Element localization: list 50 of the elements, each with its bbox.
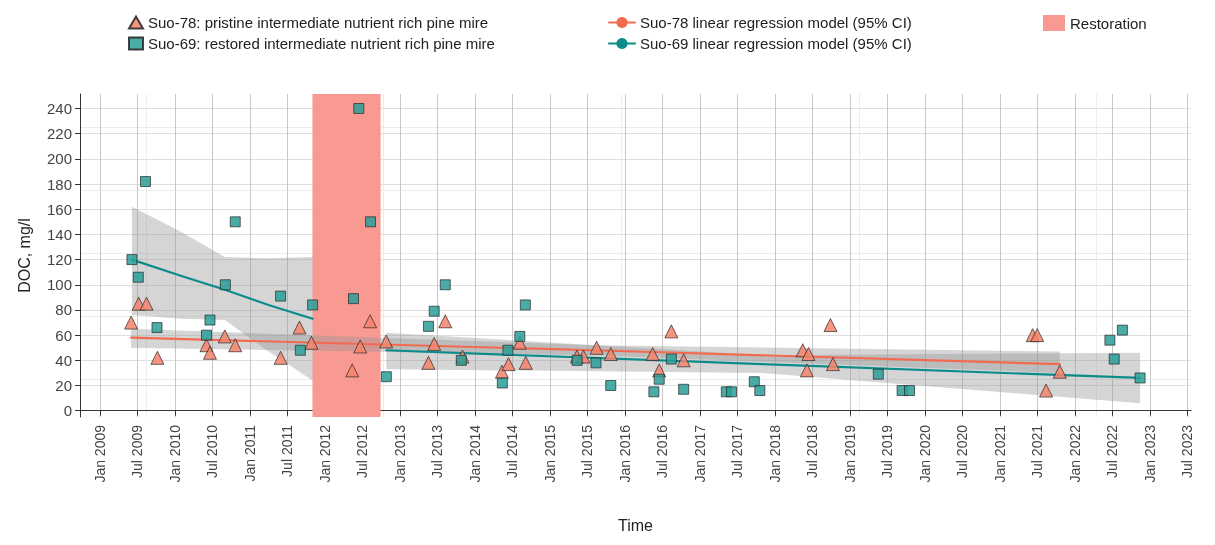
y-tick-label: 220 bbox=[46, 125, 72, 143]
x-tick-label: Jan 2010 bbox=[167, 424, 184, 483]
legend-label: Suo-78 linear regression model (95% CI) bbox=[640, 14, 912, 31]
x-tick-label: Jan 2014 bbox=[467, 424, 484, 483]
x-tick-label: Jan 2012 bbox=[316, 424, 333, 483]
x-tick-label: Jan 2018 bbox=[767, 424, 784, 483]
legend-label: Suo-78: pristine intermediate nutrient rich pine mire bbox=[148, 14, 489, 31]
y-tick-label: 180 bbox=[46, 175, 72, 193]
x-tick-label: Jul 2016 bbox=[654, 424, 671, 478]
y-tick-label: 160 bbox=[46, 200, 72, 218]
legend-label: Restoration bbox=[1070, 14, 1147, 32]
x-tick-label: Jan 2020 bbox=[916, 424, 933, 483]
x-tick-label: Jul 2011 bbox=[279, 424, 296, 477]
x-tick-label: Jan 2019 bbox=[841, 424, 858, 483]
x-tick-label: Jul 2017 bbox=[729, 424, 746, 478]
y-tick-label: 60 bbox=[55, 326, 72, 344]
x-tick-label: Jul 2013 bbox=[429, 424, 446, 478]
y-tick-label: 240 bbox=[46, 99, 72, 117]
x-tick-label: Jan 2023 bbox=[1141, 424, 1158, 483]
y-tick-label: 0 bbox=[63, 402, 72, 420]
y-tick-label: 200 bbox=[46, 150, 72, 168]
x-tick-label: Jan 2022 bbox=[1066, 424, 1083, 483]
x-tick-label: Jul 2010 bbox=[204, 424, 221, 478]
y-tick-label: 120 bbox=[46, 251, 72, 269]
y-tick-label: 40 bbox=[55, 351, 72, 369]
x-tick-label: Jan 2016 bbox=[616, 424, 633, 483]
y-tick-label: 140 bbox=[46, 225, 72, 243]
x-tick-label: Jan 2015 bbox=[541, 424, 558, 483]
x-tick-label: Jul 2015 bbox=[579, 424, 596, 478]
legend-label: Suo-69: restored intermediate nutrient rich pine mire bbox=[148, 35, 495, 52]
x-tick-label: Jul 2014 bbox=[504, 424, 521, 478]
x-tick-label: Jul 2021 bbox=[1029, 424, 1046, 478]
x-tick-label: Jul 2020 bbox=[954, 424, 971, 478]
x-tick-label: Jul 2009 bbox=[129, 424, 146, 478]
y-axis-title: DOC, mg/l bbox=[15, 218, 33, 293]
y-tick-label: 100 bbox=[46, 276, 72, 294]
x-tick-label: Jan 2011 bbox=[242, 424, 259, 482]
x-tick-label: Jan 2009 bbox=[92, 424, 109, 483]
x-tick-label: Jul 2018 bbox=[804, 424, 821, 478]
legend-label: Suo-69 linear regression model (95% CI) bbox=[640, 35, 912, 52]
x-tick-label: Jul 2022 bbox=[1104, 424, 1121, 478]
x-tick-label: Jul 2012 bbox=[354, 424, 371, 478]
y-tick-label: 20 bbox=[55, 377, 72, 395]
x-tick-label: Jan 2021 bbox=[992, 424, 1009, 483]
x-tick-label: Jul 2019 bbox=[879, 424, 896, 478]
y-tick-label: 80 bbox=[55, 301, 72, 319]
x-tick-label: Jan 2013 bbox=[392, 424, 409, 483]
x-tick-label: Jan 2017 bbox=[692, 424, 709, 483]
x-tick-label: Jul 2023 bbox=[1179, 424, 1196, 478]
x-axis-title: Time bbox=[618, 516, 654, 534]
